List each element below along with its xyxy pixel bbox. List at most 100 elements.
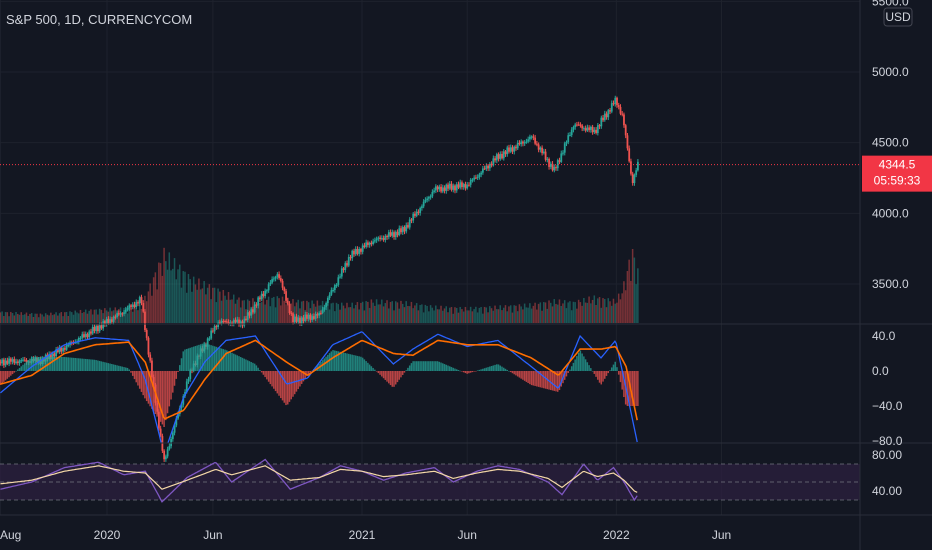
- macd-histogram-bar: [393, 371, 395, 387]
- volume-bar: [438, 309, 441, 323]
- macd-histogram-bar: [121, 366, 124, 371]
- candle-body: [210, 330, 213, 339]
- volume-bar: [339, 309, 341, 323]
- volume-bar: [351, 302, 353, 323]
- volume-bar: [142, 304, 144, 323]
- volume-bar: [104, 308, 106, 323]
- macd-histogram-bar: [306, 371, 308, 377]
- candle-body: [589, 126, 592, 130]
- volume-bar: [149, 283, 151, 323]
- macd-histogram-bar: [144, 371, 146, 399]
- volume-bar: [311, 300, 313, 323]
- volume-bar: [147, 291, 150, 323]
- candle-body: [97, 325, 99, 332]
- volume-bar: [363, 310, 366, 323]
- price-axis-label: 5500.0: [872, 0, 909, 8]
- candle-body: [131, 304, 134, 307]
- volume-bar: [257, 297, 259, 323]
- volume-bar: [440, 305, 442, 323]
- time-axis[interactable]: Aug 2020 Jun 2021 Jun 2022 Jun: [0, 528, 731, 542]
- macd-histogram-bar: [111, 364, 113, 371]
- macd-histogram-bar: [257, 367, 259, 371]
- macd-histogram-bar: [288, 371, 291, 402]
- volume-bar: [69, 311, 71, 323]
- currency-badge[interactable]: USD: [883, 7, 913, 27]
- price-axis[interactable]: 5500.0 5000.0 4500.0 4000.0 3500.0: [872, 0, 909, 291]
- volume-bar: [57, 315, 59, 323]
- candle-body: [499, 153, 502, 159]
- macd-histogram-bar: [496, 364, 498, 371]
- macd-axis[interactable]: 40.0 0.0 −40.0 −80.0: [872, 329, 903, 448]
- candle-body: [398, 228, 401, 236]
- candle-body: [546, 158, 549, 160]
- candle-body: [630, 161, 632, 174]
- volume-bar: [483, 306, 486, 323]
- volume-bar: [58, 313, 61, 323]
- volume-bar: [536, 309, 538, 323]
- volume-bar: [306, 300, 308, 323]
- macd-histogram-bar: [327, 354, 329, 371]
- candle-body: [6, 360, 9, 364]
- candle-body: [603, 113, 606, 121]
- volume-bar: [624, 290, 627, 323]
- macd-histogram-bar: [243, 358, 245, 371]
- candle-body: [483, 168, 486, 170]
- volume-bar: [286, 297, 289, 323]
- macd-histogram-bar: [95, 360, 97, 371]
- macd-histogram-bar: [609, 370, 611, 371]
- macd-histogram-bar: [83, 358, 85, 371]
- candle-body: [257, 297, 260, 306]
- candle-body: [616, 97, 618, 106]
- candle-body: [560, 153, 563, 162]
- candle-body: [360, 248, 362, 252]
- candle-body: [86, 333, 89, 338]
- macd-histogram-bar: [405, 370, 407, 371]
- macd-histogram-bar: [222, 349, 225, 371]
- volume-bar: [537, 303, 540, 323]
- volume-bar: [431, 307, 434, 323]
- volume-bar: [36, 313, 38, 323]
- volume-bar: [327, 301, 329, 323]
- macd-histogram-bar: [556, 371, 559, 392]
- candle-body: [457, 184, 460, 188]
- macd-histogram-bar: [415, 361, 418, 371]
- macd-histogram-bar: [236, 355, 238, 371]
- candle-body: [2, 359, 5, 366]
- macd-histogram-bar: [334, 350, 336, 371]
- macd-histogram-bar: [471, 371, 474, 373]
- rsi-axis[interactable]: 80.00 40.00: [872, 448, 902, 498]
- volume-bar: [530, 308, 533, 323]
- volume-bar: [166, 269, 169, 323]
- time-axis-label: Jun: [712, 528, 731, 542]
- volume-bar: [128, 306, 130, 323]
- candle-body: [215, 326, 218, 328]
- volume-bar: [515, 305, 517, 323]
- macd-histogram-bar: [461, 371, 463, 372]
- macd-histogram-bar: [502, 367, 505, 371]
- candle-body: [347, 257, 350, 266]
- candle-body: [455, 184, 458, 191]
- macd-histogram-bar: [621, 371, 623, 390]
- macd-histogram-bar: [384, 371, 387, 380]
- candle-body: [149, 354, 152, 361]
- candle-body: [212, 330, 214, 332]
- volume-bar: [179, 264, 181, 323]
- volume-bar: [447, 312, 449, 323]
- candle-body: [208, 338, 211, 340]
- candle-body: [79, 337, 82, 339]
- macd-histogram-bar: [358, 356, 360, 371]
- macd-histogram-bar: [516, 371, 519, 377]
- volume-bar: [332, 302, 334, 323]
- macd-histogram-bar: [563, 371, 566, 380]
- macd-histogram-bar: [455, 369, 458, 371]
- macd-histogram-bar: [499, 365, 501, 371]
- volume-bar: [602, 298, 604, 323]
- candle-body: [260, 293, 263, 300]
- candle-body: [98, 325, 101, 332]
- macd-histogram-bar: [429, 361, 432, 371]
- candle-body: [403, 227, 406, 232]
- candle-body: [319, 312, 322, 314]
- volume-bar: [17, 313, 19, 323]
- volume-bar: [90, 309, 92, 323]
